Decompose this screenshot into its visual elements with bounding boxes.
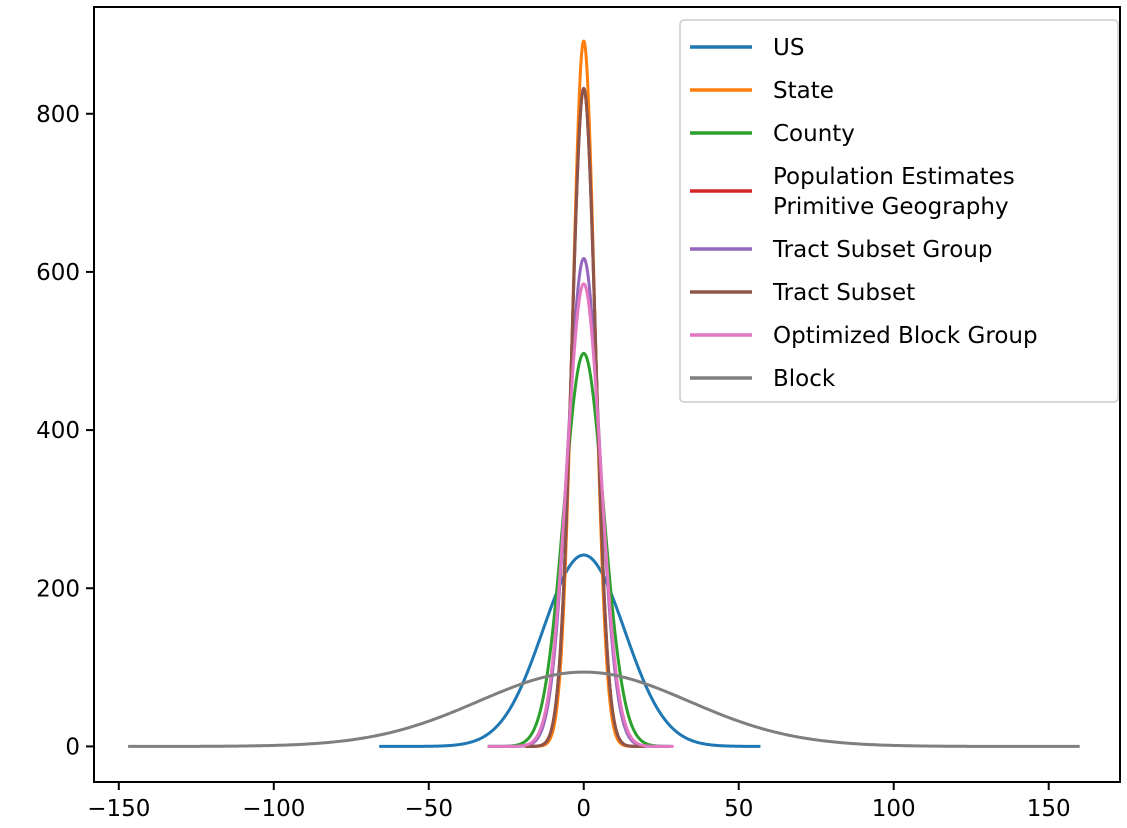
x-tick-label: 50 <box>724 796 753 822</box>
y-axis: 0 200 400 600 800 <box>36 102 94 760</box>
y-tick-label: 600 <box>36 260 80 286</box>
x-tick-label: 150 <box>1027 796 1071 822</box>
legend-label-7: Block <box>773 366 836 392</box>
y-tick-label: 800 <box>36 102 80 128</box>
legend: US State County Population Estimates Primiti… <box>679 19 1119 403</box>
y-tick-label: 200 <box>36 576 80 602</box>
legend-box <box>679 19 1119 403</box>
axes-frame <box>93 6 1121 783</box>
series-line-6 <box>486 282 675 748</box>
y-tick-label: 400 <box>36 418 80 444</box>
legend-label-6: Optimized Block Group <box>773 323 1038 349</box>
x-tick-label: 100 <box>872 796 916 822</box>
legend-label-5: Tract Subset <box>772 280 915 306</box>
legend-label-3: Primitive Geography <box>773 194 1009 220</box>
x-tick-label: −100 <box>242 796 305 822</box>
series-line-3 <box>523 86 647 748</box>
legend-label-2: County <box>773 121 855 147</box>
series-line-7 <box>128 670 1080 748</box>
series-line-0 <box>378 553 761 748</box>
series-layer <box>128 39 1080 748</box>
legend-label-3: Population Estimates <box>773 164 1015 190</box>
series-line-5 <box>523 86 647 748</box>
y-tick-label: 0 <box>65 734 80 760</box>
legend-label-1: State <box>773 78 834 104</box>
x-tick-label: −150 <box>87 796 150 822</box>
legend-label-4: Tract Subset Group <box>772 237 992 263</box>
x-tick-label: 0 <box>576 796 591 822</box>
x-tick-label: −50 <box>404 796 453 822</box>
x-axis: −150 −100 −50 0 50 100 150 <box>87 782 1071 822</box>
legend-label-0: US <box>773 35 804 61</box>
